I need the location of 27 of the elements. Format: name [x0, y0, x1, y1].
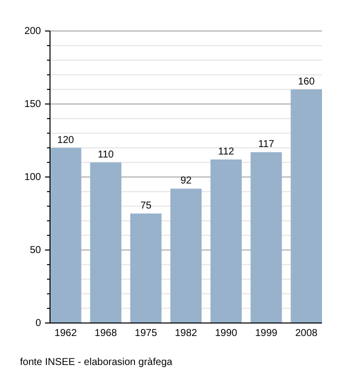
bar — [130, 214, 162, 323]
data-label: 120 — [57, 134, 74, 146]
bar — [210, 159, 242, 323]
x-tick-label: 1982 — [174, 328, 198, 339]
data-label: 75 — [140, 200, 152, 212]
y-tick-label: 100 — [24, 172, 42, 184]
data-label: 110 — [98, 149, 114, 160]
x-tick-label: 1999 — [255, 328, 278, 339]
y-tick-label: 200 — [24, 26, 42, 38]
y-tick-label: 150 — [24, 99, 42, 110]
bar — [50, 148, 82, 323]
bar — [170, 188, 202, 323]
source-note: fonte INSEE - elaborasion gràfega — [20, 357, 173, 368]
x-tick-label: 1962 — [54, 328, 78, 339]
x-tick-label: 1975 — [134, 328, 158, 339]
x-tick-label: 2008 — [295, 328, 318, 339]
x-tick-label: 1990 — [214, 328, 238, 339]
bar — [290, 89, 322, 323]
data-label: 160 — [298, 76, 316, 88]
bar — [90, 162, 122, 323]
y-tick-label: 50 — [30, 245, 42, 256]
bar — [250, 152, 282, 323]
y-tick-label: 0 — [35, 318, 42, 330]
x-tick-label: 1968 — [94, 328, 118, 339]
data-label: 117 — [258, 139, 275, 150]
data-label: 92 — [180, 176, 192, 187]
data-label: 112 — [218, 146, 235, 158]
